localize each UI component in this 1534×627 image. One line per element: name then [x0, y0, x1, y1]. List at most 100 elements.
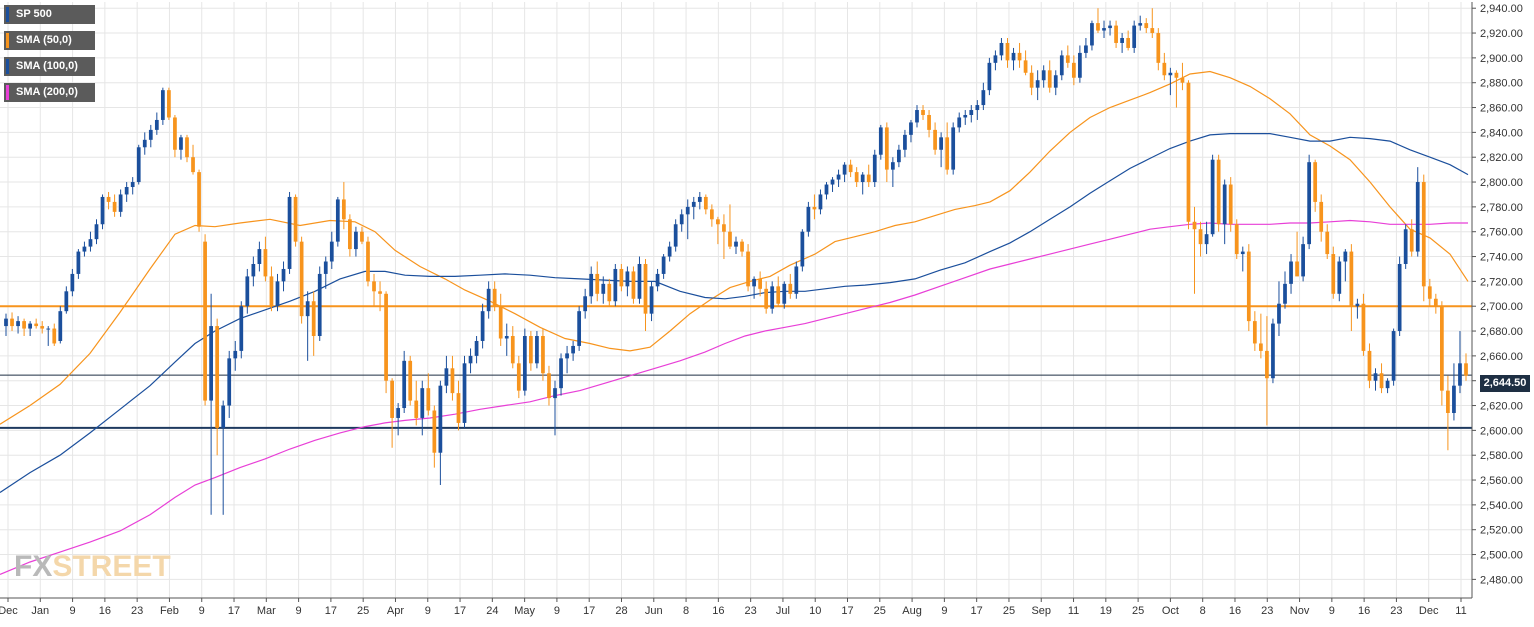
x-tick-label: 16: [1358, 605, 1370, 617]
candle-body: [1059, 55, 1064, 76]
x-tick-label: 9: [941, 605, 947, 617]
candle: [197, 169, 201, 232]
legend-item-sma200[interactable]: SMA (200,0): [4, 83, 95, 102]
candle: [378, 281, 382, 312]
candle-body: [70, 273, 75, 292]
candle: [438, 380, 443, 486]
candle-body: [227, 358, 232, 406]
candle-body: [1325, 231, 1330, 255]
x-tick-label: 17: [583, 605, 595, 617]
candle: [64, 286, 69, 314]
x-tick-label: 23: [1390, 605, 1402, 617]
candle: [130, 177, 135, 195]
candle-body: [1180, 77, 1185, 83]
candle: [830, 177, 835, 192]
candle-body: [1162, 62, 1167, 76]
candle: [667, 241, 672, 262]
candle: [963, 110, 968, 125]
candle: [1446, 375, 1450, 451]
candle-body: [106, 196, 111, 202]
candle-body: [323, 261, 328, 274]
candle-body: [354, 231, 358, 250]
candle: [728, 204, 732, 250]
y-tick-label: 2,540.00: [1480, 500, 1523, 512]
candle: [1204, 221, 1209, 255]
candle-body: [860, 174, 865, 183]
candle-body: [1047, 70, 1052, 88]
candle-body: [1452, 385, 1456, 413]
candle: [1138, 15, 1143, 31]
candle-body: [384, 293, 388, 381]
x-tick-label: 17: [841, 605, 853, 617]
candle-body: [1017, 52, 1022, 61]
y-tick-label: 2,500.00: [1480, 550, 1523, 562]
candle-body: [239, 306, 244, 351]
candle: [1162, 52, 1167, 81]
candle: [547, 365, 551, 406]
candle-body: [1283, 283, 1287, 304]
grid-layer: [0, 2, 1472, 598]
x-tick-label: 10: [809, 605, 821, 617]
candle-body: [679, 214, 684, 225]
y-tick-label: 2,800.00: [1480, 177, 1523, 189]
candle: [28, 321, 33, 337]
candle-body: [716, 219, 720, 225]
candle: [993, 50, 998, 71]
x-tick-label: 9: [296, 605, 302, 617]
candle-body: [939, 137, 943, 150]
candle: [1367, 343, 1372, 389]
candle: [740, 239, 744, 257]
logo-part-street: STREET: [52, 550, 171, 583]
candle-body: [963, 114, 968, 118]
candle: [969, 105, 974, 123]
candle-body: [317, 273, 322, 337]
candle-body: [1331, 254, 1336, 294]
legend-item-sma50[interactable]: SMA (50,0): [4, 31, 95, 50]
candle: [1319, 194, 1324, 242]
candle-body: [1252, 321, 1257, 344]
legend-item-sma100[interactable]: SMA (100,0): [4, 57, 95, 76]
candle-body: [293, 196, 298, 242]
candle-body: [1295, 261, 1299, 277]
candle: [100, 194, 105, 230]
candle-body: [136, 147, 141, 183]
candle-body: [420, 388, 425, 418]
candle: [1403, 224, 1408, 269]
y-tick-label: 2,520.00: [1480, 525, 1523, 537]
candle: [1005, 38, 1010, 68]
candle-body: [402, 360, 407, 409]
candle-body: [372, 281, 376, 292]
candle-body: [510, 336, 515, 364]
candle: [655, 268, 660, 292]
y-tick-label: 2,720.00: [1480, 276, 1523, 288]
candle: [1240, 246, 1245, 272]
candle: [209, 293, 213, 515]
candles: [4, 8, 1468, 515]
candle-body: [758, 278, 763, 289]
candle-body: [1307, 162, 1312, 245]
sma-lines: [0, 70, 1469, 575]
candle-body: [1234, 224, 1239, 255]
legend-swatch: [6, 85, 9, 100]
x-tick-label: 25: [874, 605, 886, 617]
candle-body: [691, 201, 696, 207]
candle: [788, 273, 793, 299]
candle: [981, 82, 986, 111]
candle-body: [752, 278, 756, 287]
candle: [872, 149, 877, 188]
candle-body: [432, 410, 437, 453]
candle-body: [915, 110, 919, 123]
candle-body: [1271, 323, 1275, 379]
candle-body: [866, 174, 871, 183]
candle-body: [872, 154, 877, 183]
candle: [450, 355, 455, 401]
candle: [661, 254, 666, 279]
candle-body: [263, 249, 268, 277]
x-tick-label: Jan: [31, 605, 49, 617]
candle-body: [474, 340, 479, 356]
candle-body: [504, 336, 509, 339]
candle: [1325, 224, 1330, 260]
candle: [1035, 70, 1040, 101]
legend-item-sp500[interactable]: SP 500: [4, 5, 95, 24]
